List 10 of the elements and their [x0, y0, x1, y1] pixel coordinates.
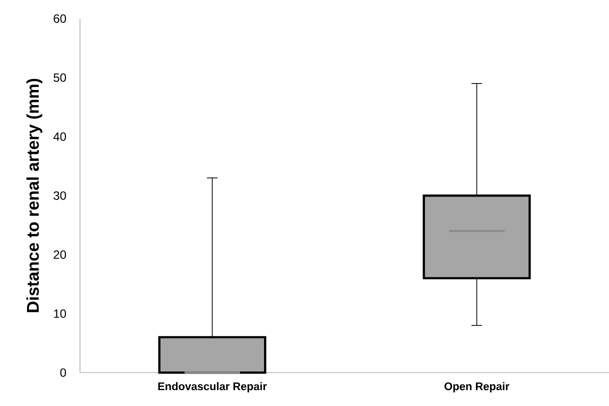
y-tick-label: 50: [54, 73, 66, 82]
y-tick-label: 10: [54, 309, 66, 318]
y-tick-label: 40: [53, 132, 66, 141]
y-tick-label: 0: [60, 368, 66, 377]
y-tick-label: 30: [54, 191, 66, 200]
x-tick-label: Endovascular Repair: [158, 382, 267, 392]
y-tick-label: 20: [54, 250, 66, 259]
x-tick-label: Open Repair: [444, 382, 510, 392]
y-tick-label: 60: [54, 14, 66, 23]
y-axis-title: Distance to renal artery (mm): [26, 78, 42, 312]
